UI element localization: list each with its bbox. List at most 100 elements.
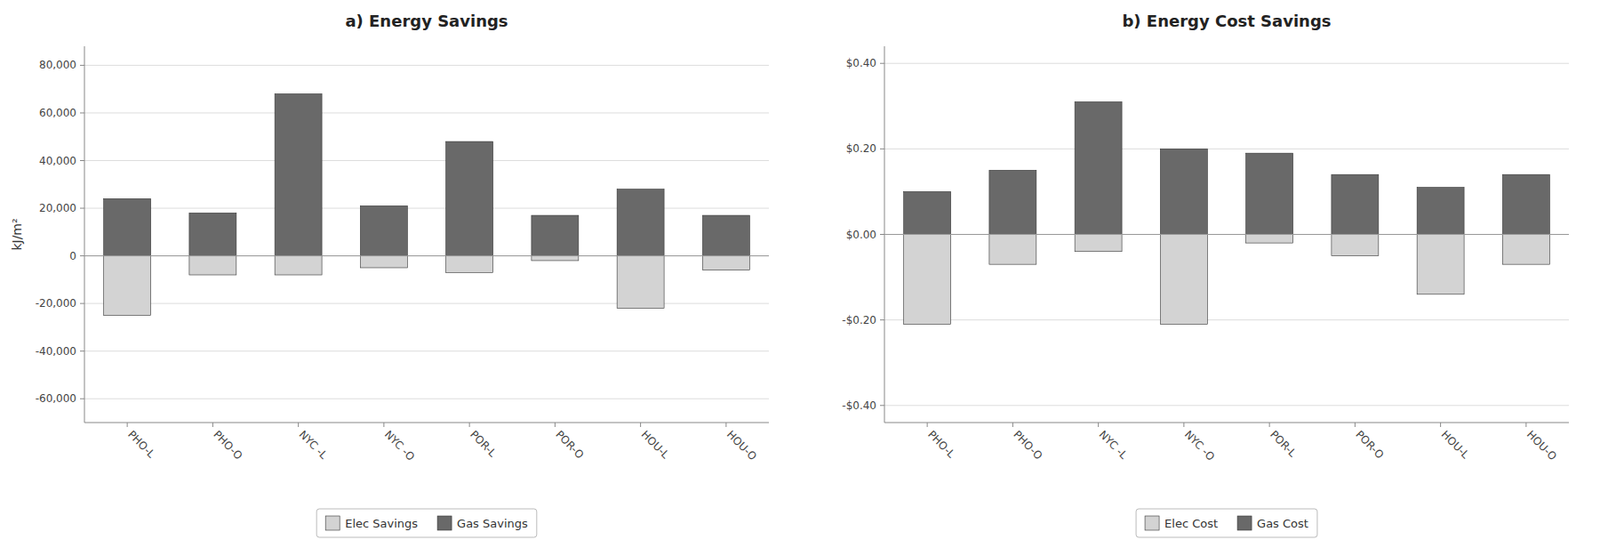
bar (274, 256, 322, 275)
x-axis-line (84, 422, 769, 424)
x-tick (1354, 422, 1356, 427)
bars (904, 101, 1551, 324)
title: b) Energy Cost Savings (1121, 11, 1331, 31)
x-tick-label: POR-O (1352, 427, 1386, 461)
legend-label: Elec Savings (344, 516, 418, 530)
y-tick (80, 208, 85, 209)
bar (446, 141, 494, 256)
x-tick-label: NYC -O (382, 427, 418, 464)
y-tick-label: $0.20 (846, 142, 877, 155)
y-tick (880, 63, 885, 64)
x-tick (725, 422, 727, 427)
x-tick (1440, 422, 1441, 427)
bar (104, 198, 152, 256)
bar (989, 169, 1037, 234)
y-tick-label: -$0.20 (841, 313, 877, 327)
bar (1331, 174, 1379, 234)
bar (904, 191, 952, 234)
legend-swatch (437, 515, 452, 530)
legend-swatch (1144, 515, 1160, 530)
bar (1160, 234, 1208, 325)
panel: b) Energy Cost Savings -$0.40 -$0.20 $0.00 $… (841, 11, 1569, 537)
bar (1502, 174, 1550, 234)
y-tick (80, 303, 85, 304)
grid-line (884, 63, 1569, 64)
y-tick-label: $0.00 (846, 228, 877, 241)
bar (1331, 234, 1379, 256)
bar (360, 205, 408, 256)
y-tick (880, 319, 885, 320)
grid-line (84, 112, 769, 113)
y-tick (80, 160, 85, 161)
y-tick-label: 0 (69, 249, 77, 263)
y-axis-label: kJ/m² (9, 217, 24, 250)
x-tick (469, 422, 471, 427)
x-tick (127, 422, 128, 427)
x-tick-label: HOU-O (1524, 427, 1560, 463)
y-tick-label: 80,000 (39, 58, 77, 72)
y-tick-label: -20,000 (35, 296, 77, 310)
y-tick (80, 64, 85, 66)
x-tick (1097, 422, 1099, 427)
bar (531, 256, 579, 261)
bar (1160, 148, 1208, 234)
x-tick-label: POR-L (1267, 427, 1299, 459)
x-tick-label: POR-O (552, 427, 586, 461)
x-tick-label: NYC -L (1096, 427, 1131, 462)
x-tick (1525, 422, 1527, 427)
bar (1246, 152, 1294, 234)
y-tick-label: 20,000 (39, 201, 77, 215)
x-tick (927, 422, 928, 427)
legend-frame (1136, 508, 1318, 537)
y-tick-label: 40,000 (39, 154, 77, 168)
y-tick (880, 404, 885, 406)
bar (616, 189, 664, 256)
x-tick (1183, 422, 1184, 427)
x-tick-label: HOU-O (724, 427, 760, 463)
title: a) Energy Savings (344, 11, 508, 31)
legend: Elec Savings Gas Savings (316, 508, 537, 537)
x-tick-label: NYC -O (1182, 427, 1218, 464)
bars (104, 94, 751, 316)
bar (531, 215, 579, 256)
x-tick (297, 422, 299, 427)
x-tick-label: PHO-O (210, 427, 245, 462)
x-tick-label: HOU-L (639, 427, 672, 461)
x-tick-label: NYC -L (296, 427, 331, 462)
bar (1074, 234, 1122, 252)
bar (189, 212, 237, 256)
x-tick (640, 422, 641, 427)
legend-label: Gas Savings (456, 516, 528, 530)
x-tick (1012, 422, 1014, 427)
y-tick (880, 233, 885, 235)
x-tick (1269, 422, 1271, 427)
y-tick (80, 112, 85, 113)
bar (616, 256, 664, 309)
legend-swatch (1237, 515, 1252, 530)
y-tick-label: -$0.40 (841, 399, 877, 412)
bar (989, 234, 1037, 265)
x-tick (554, 422, 556, 427)
bar (904, 234, 952, 325)
x-tick-label: PHO-O (1010, 427, 1045, 462)
legend-swatch (325, 515, 340, 530)
zero-line (84, 255, 769, 256)
background (0, 0, 1600, 556)
bar (104, 256, 152, 316)
x-tick (212, 422, 214, 427)
y-tick (80, 255, 85, 256)
grid-line (84, 398, 769, 400)
bar (702, 256, 750, 271)
y-tick-label: $0.40 (846, 56, 877, 70)
grid-line (884, 148, 1569, 150)
bar (1416, 234, 1464, 295)
y-tick (880, 148, 885, 150)
legend-frame (316, 508, 537, 537)
figure: a) Energy SavingskJ/m²-60,000-40,000-20,… (0, 0, 1600, 556)
y-tick-label: 60,000 (39, 106, 77, 120)
y-axis-line (84, 46, 86, 423)
grid-line (84, 64, 769, 66)
y-tick (80, 398, 85, 400)
bar (1246, 234, 1294, 244)
grid-line (884, 404, 1569, 406)
